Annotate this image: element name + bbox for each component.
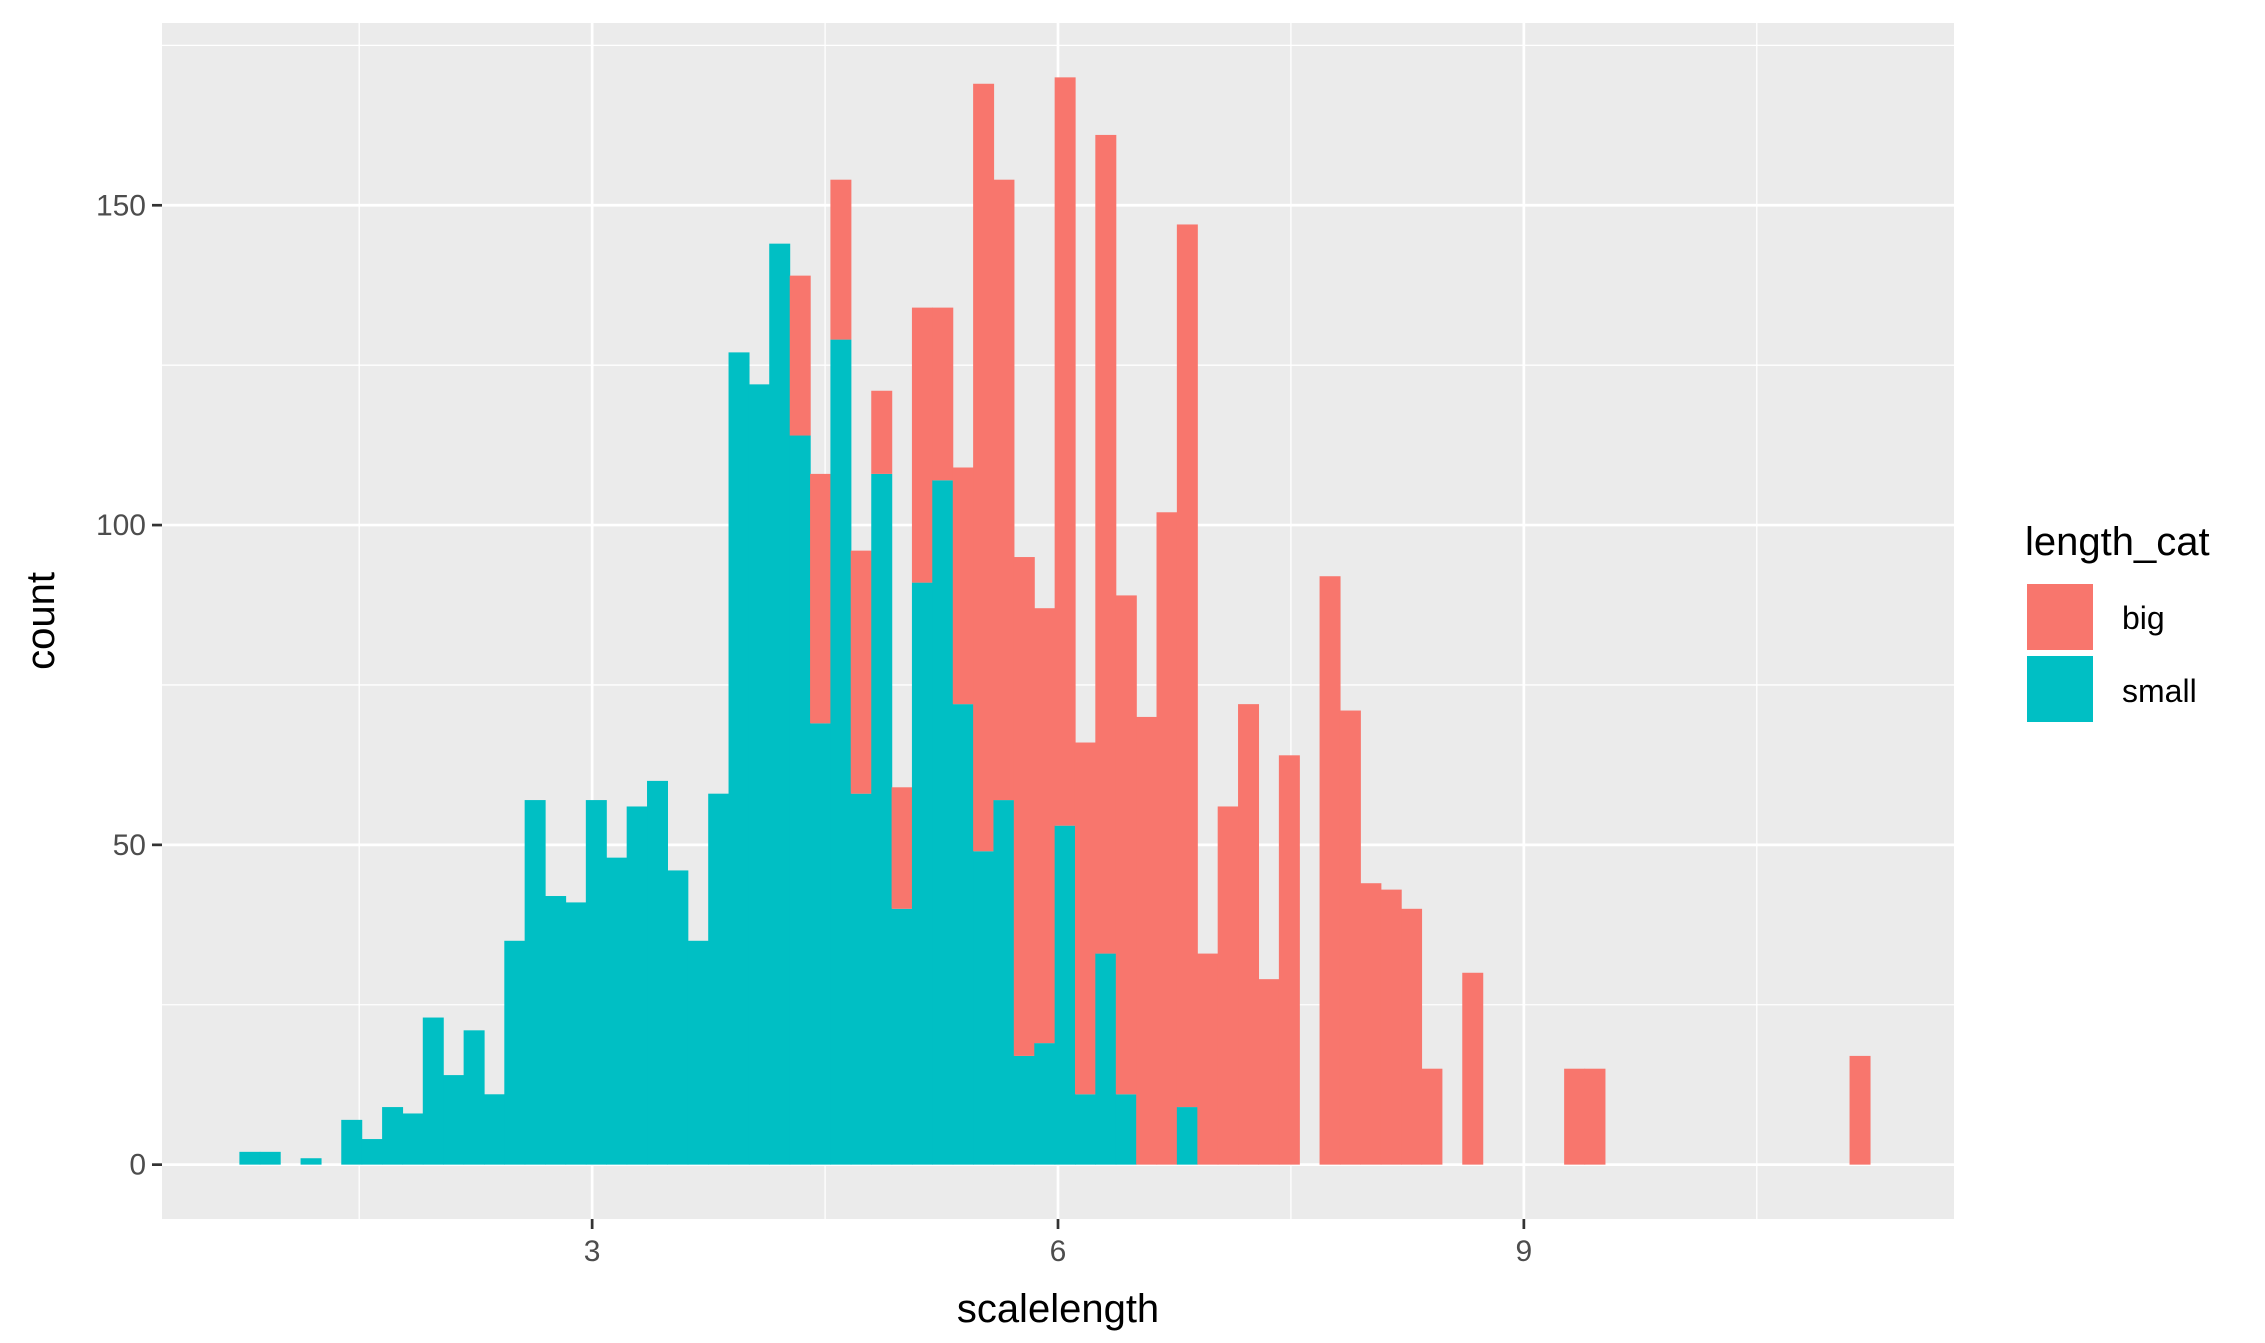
histogram-bars <box>239 77 1871 1165</box>
bar-small <box>524 800 546 1165</box>
bar-small <box>1074 1094 1096 1165</box>
bar-small <box>850 793 872 1165</box>
bar-small <box>911 582 933 1165</box>
bar-small <box>871 473 893 1165</box>
bar-big <box>810 473 832 724</box>
legend-title: length_cat <box>2025 520 2210 564</box>
bar-small <box>443 1075 465 1165</box>
bar-big <box>1013 557 1035 1056</box>
bar-small <box>382 1107 404 1165</box>
bar-big <box>932 307 954 481</box>
bar-big <box>830 179 852 340</box>
x-axis-ticks: 3 6 9 <box>584 1219 1532 1268</box>
bar-big <box>1584 1068 1606 1165</box>
bar-small <box>830 339 852 1165</box>
bar-big <box>911 307 933 583</box>
x-tick-label: 9 <box>1516 1235 1533 1268</box>
bar-big <box>993 179 1015 801</box>
bar-big <box>1115 595 1137 1095</box>
bar-small <box>1013 1055 1035 1165</box>
bar-big <box>1258 979 1280 1165</box>
bar-small <box>606 857 628 1165</box>
bar-big <box>1217 806 1239 1165</box>
bar-big <box>871 390 893 474</box>
bar-small <box>361 1139 383 1165</box>
bar-small <box>728 352 750 1165</box>
bar-big <box>1564 1068 1586 1165</box>
bar-big <box>1074 742 1096 1095</box>
bar-big <box>1176 224 1198 1108</box>
bar-big <box>973 83 995 852</box>
bar-big <box>1278 755 1300 1165</box>
bar-small <box>483 1094 505 1165</box>
y-tick-label: 100 <box>96 509 146 542</box>
bar-small <box>1176 1107 1198 1165</box>
bar-small <box>341 1119 363 1165</box>
bar-small <box>239 1151 261 1165</box>
bar-small <box>259 1151 281 1165</box>
bar-big <box>1156 512 1178 1165</box>
bar-small <box>565 902 587 1165</box>
bar-small <box>932 480 954 1165</box>
bar-small <box>789 435 811 1165</box>
bar-big <box>789 275 811 436</box>
bar-small <box>1115 1094 1137 1165</box>
bar-small <box>748 384 770 1165</box>
y-tick-label: 0 <box>129 1149 146 1182</box>
bar-big <box>1095 134 1117 954</box>
bar-small <box>952 704 974 1165</box>
bar-small <box>810 723 832 1165</box>
bar-big <box>1197 953 1219 1165</box>
x-tick-label: 6 <box>1050 1235 1067 1268</box>
bar-big <box>891 787 913 909</box>
legend-label-big: big <box>2122 600 2165 636</box>
bar-small <box>973 851 995 1165</box>
bar-small <box>993 800 1015 1165</box>
bar-small <box>422 1017 444 1165</box>
bar-big <box>952 467 974 705</box>
bar-big <box>850 550 872 794</box>
bar-small <box>1054 825 1076 1165</box>
legend-key-big <box>2027 584 2093 650</box>
x-axis-title: scalelength <box>957 1287 1159 1331</box>
y-tick-label: 150 <box>96 189 146 222</box>
bar-small <box>667 870 689 1165</box>
bar-small <box>626 806 648 1165</box>
bar-big <box>1849 1055 1871 1165</box>
bar-small <box>708 793 730 1165</box>
bar-small <box>1095 953 1117 1165</box>
bar-small <box>647 780 668 1165</box>
bar-big <box>1238 704 1260 1165</box>
bar-small <box>504 940 526 1165</box>
bar-small <box>585 800 607 1165</box>
y-tick-label: 50 <box>113 829 146 862</box>
bar-big <box>1401 908 1423 1165</box>
bar-big <box>1054 77 1076 826</box>
bar-big <box>1380 889 1402 1165</box>
bar-big <box>1421 1068 1443 1165</box>
bar-small <box>1034 1043 1056 1165</box>
y-axis-title: count <box>19 572 63 670</box>
legend: length_cat big small <box>2025 520 2210 722</box>
bar-small <box>463 1030 485 1165</box>
bar-small <box>769 243 791 1165</box>
legend-key-small <box>2027 656 2093 722</box>
bar-big <box>1319 576 1341 1165</box>
bar-big <box>1034 608 1056 1044</box>
x-tick-label: 3 <box>584 1235 601 1268</box>
bar-small <box>300 1158 322 1165</box>
bar-big <box>1339 710 1361 1165</box>
y-axis-ticks: 0 50 100 150 <box>96 189 162 1182</box>
bar-small <box>402 1113 424 1165</box>
bar-small <box>687 940 709 1165</box>
bar-small <box>545 896 567 1165</box>
bar-big <box>1136 716 1158 1165</box>
bar-big <box>1360 883 1382 1165</box>
bar-small <box>891 908 913 1165</box>
bar-big <box>1462 972 1484 1165</box>
legend-label-small: small <box>2122 673 2197 709</box>
